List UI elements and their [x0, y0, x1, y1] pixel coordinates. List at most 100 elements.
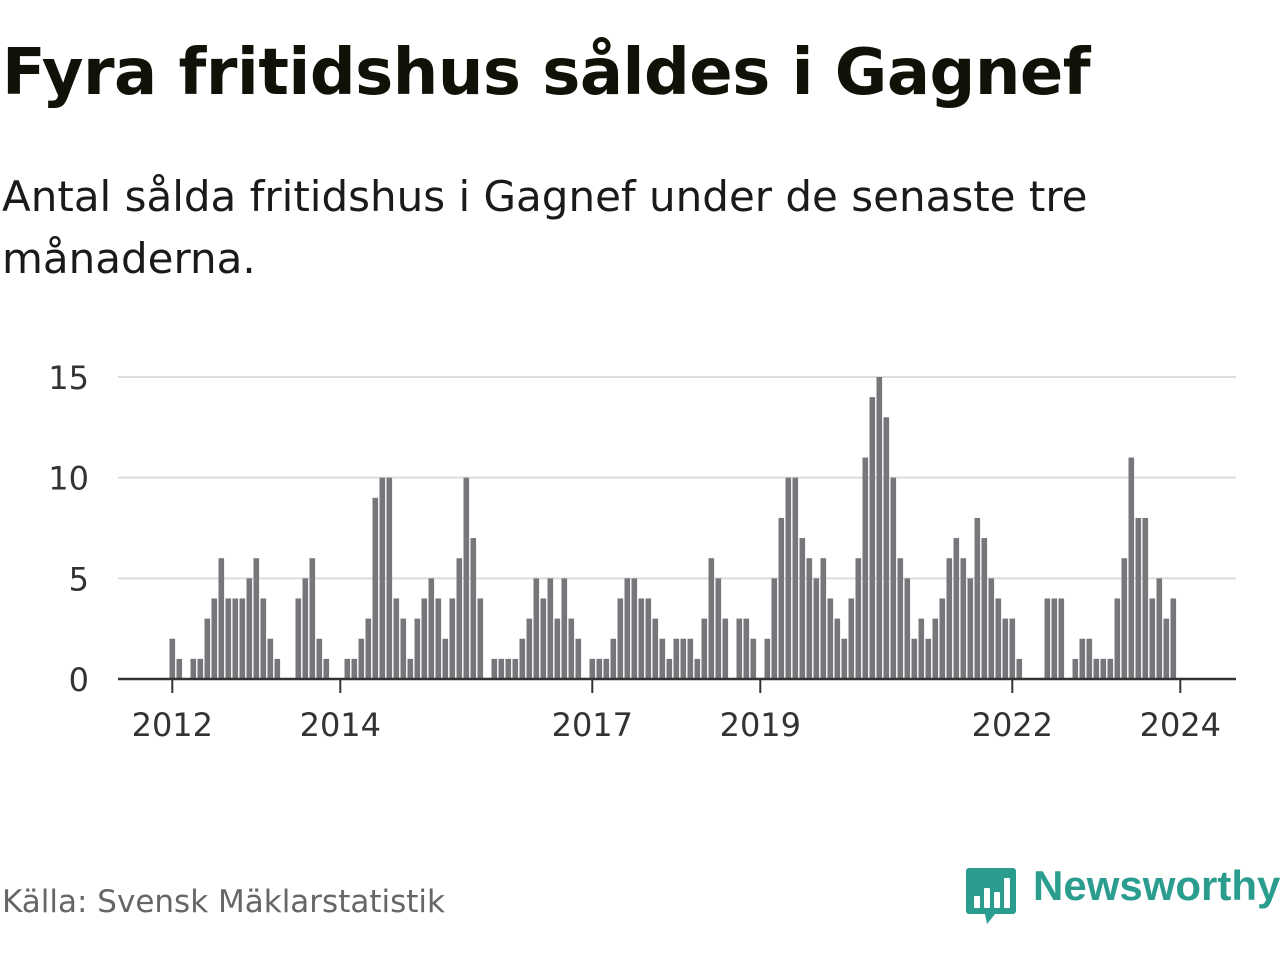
bar — [1016, 658, 1023, 679]
y-tick-label: 10 — [48, 460, 89, 498]
bar — [848, 598, 855, 679]
bar — [911, 638, 918, 679]
bar — [512, 658, 519, 679]
bar — [596, 658, 603, 679]
bar — [862, 457, 869, 679]
bar — [869, 397, 876, 679]
x-tick-label: 2012 — [132, 706, 213, 744]
bar — [687, 638, 694, 679]
bar — [407, 658, 414, 679]
bar — [1142, 517, 1149, 679]
bar — [589, 658, 596, 679]
bar — [190, 658, 197, 679]
bar — [995, 598, 1002, 679]
bar — [778, 517, 785, 679]
bar — [764, 638, 771, 679]
bar — [680, 638, 687, 679]
bar — [1009, 618, 1016, 679]
bar — [568, 618, 575, 679]
y-tick-label: 5 — [69, 560, 89, 598]
bar — [176, 658, 183, 679]
bar — [253, 558, 260, 679]
bar — [722, 618, 729, 679]
y-tick-label: 15 — [48, 359, 89, 397]
bar — [1170, 598, 1177, 679]
bar — [652, 618, 659, 679]
bar — [1100, 658, 1107, 679]
bar — [988, 578, 995, 679]
bar — [365, 618, 372, 679]
x-tick-label: 2024 — [1140, 706, 1221, 744]
bar — [456, 558, 463, 679]
bar — [540, 598, 547, 679]
bar — [1058, 598, 1065, 679]
bar — [449, 598, 456, 679]
bar — [197, 658, 204, 679]
bar — [701, 618, 708, 679]
bar — [225, 598, 232, 679]
bar — [372, 497, 379, 679]
bar — [519, 638, 526, 679]
bar — [323, 658, 330, 679]
bar — [736, 618, 743, 679]
bar — [1002, 618, 1009, 679]
bar — [855, 558, 862, 679]
bar — [302, 578, 309, 679]
bar — [400, 618, 407, 679]
bar — [1156, 578, 1163, 679]
bar — [218, 558, 225, 679]
bar — [666, 658, 673, 679]
bar — [344, 658, 351, 679]
bar — [1128, 457, 1135, 679]
bar — [1114, 598, 1121, 679]
newsworthy-logo-icon — [966, 868, 1016, 924]
bar — [1163, 618, 1170, 679]
bar — [533, 578, 540, 679]
bar — [890, 477, 897, 679]
bar — [743, 618, 750, 679]
bar — [799, 538, 806, 679]
bar — [897, 558, 904, 679]
bar — [463, 477, 470, 679]
bar — [750, 638, 757, 679]
bar — [1072, 658, 1079, 679]
bar — [498, 658, 505, 679]
bar — [1149, 598, 1156, 679]
bar — [393, 598, 400, 679]
bar — [1051, 598, 1058, 679]
bar — [953, 538, 960, 679]
bar — [834, 618, 841, 679]
y-gridlines — [118, 376, 1236, 580]
brand-name: Newsworthy — [1033, 862, 1280, 909]
bar — [575, 638, 582, 679]
bar — [414, 618, 421, 679]
y-axis-labels: 0 5 10 15 — [48, 359, 89, 699]
bar — [239, 598, 246, 679]
bar — [771, 578, 778, 679]
bar — [708, 558, 715, 679]
bar — [1135, 517, 1142, 679]
bar — [547, 578, 554, 679]
bar — [813, 578, 820, 679]
bar — [841, 638, 848, 679]
bar — [274, 658, 281, 679]
bar — [785, 477, 792, 679]
bar — [932, 618, 939, 679]
bar — [603, 658, 610, 679]
x-tick-label: 2017 — [552, 706, 633, 744]
bar — [624, 578, 631, 679]
bar — [1121, 558, 1128, 679]
bar — [477, 598, 484, 679]
bar — [967, 578, 974, 679]
bar — [204, 618, 211, 679]
source-note: Källa: Svensk Mäklarstatistik — [2, 884, 445, 920]
bar — [505, 658, 512, 679]
bar — [554, 618, 561, 679]
bar — [610, 638, 617, 679]
bar — [561, 578, 568, 679]
bar — [827, 598, 834, 679]
bar — [351, 658, 358, 679]
bar — [379, 477, 386, 679]
bar — [386, 477, 393, 679]
bar — [659, 638, 666, 679]
